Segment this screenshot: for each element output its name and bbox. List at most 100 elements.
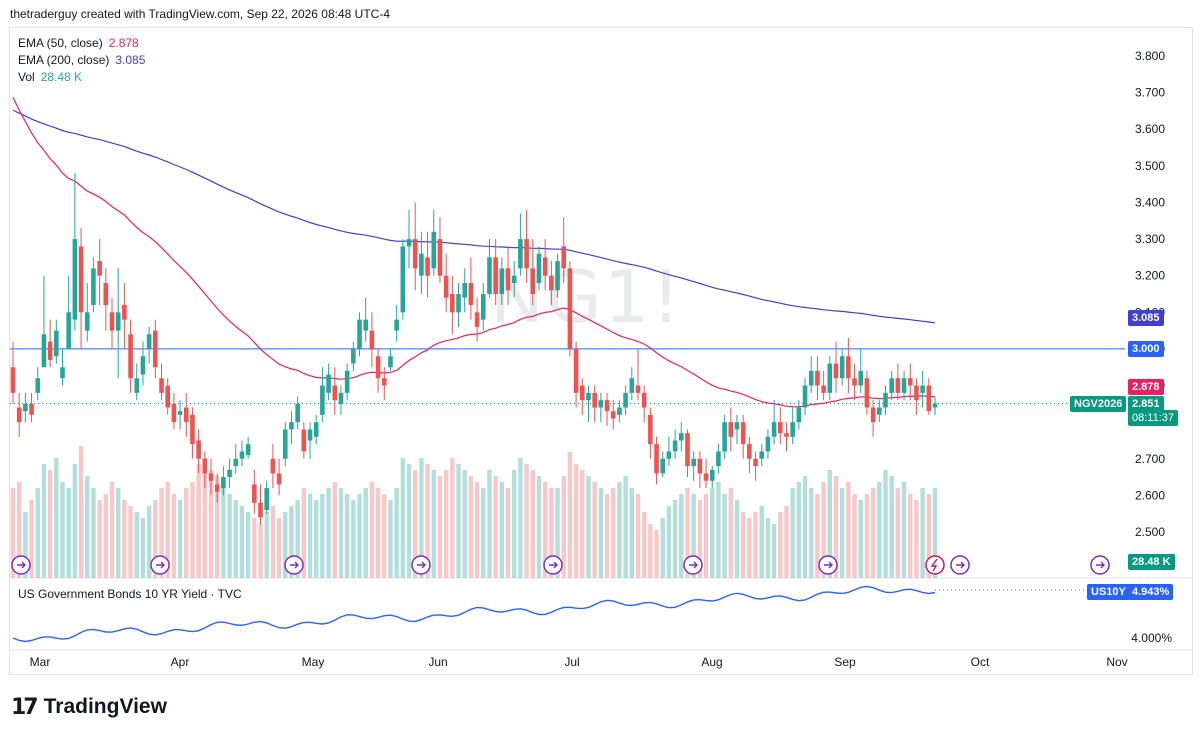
candle-body — [889, 378, 894, 393]
candle-body — [400, 246, 406, 313]
candle-body — [518, 239, 523, 269]
volume-bar — [425, 464, 430, 578]
candle-body — [660, 458, 666, 474]
candle-body — [258, 502, 263, 518]
candle-body — [932, 403, 938, 408]
candle-body — [907, 378, 913, 386]
candle-body — [852, 378, 857, 386]
volume-bar — [456, 464, 461, 578]
volume-bar — [252, 518, 257, 578]
legend-volume[interactable]: Vol 28.48 K — [18, 70, 83, 84]
candle-body — [134, 378, 140, 393]
tradingview-brand[interactable]: 17 TradingView — [11, 694, 167, 720]
candle-body — [419, 253, 424, 276]
candle-body — [29, 403, 34, 415]
volume-bar — [549, 488, 554, 578]
candle-body — [493, 257, 498, 294]
volume-bar — [753, 512, 758, 578]
candle-body — [171, 403, 177, 423]
candle-body — [487, 257, 492, 294]
volume-bar — [332, 482, 337, 578]
candle-body — [839, 356, 845, 379]
legend-ema200[interactable]: EMA (200, close) 3.085 — [18, 53, 146, 67]
volume-bar — [289, 506, 294, 578]
volume-bar — [654, 530, 659, 578]
candle-body — [122, 304, 127, 320]
volume-bar — [895, 488, 901, 578]
volume-bar — [227, 494, 232, 578]
volume-bar — [747, 518, 752, 578]
volume-bar — [326, 488, 331, 578]
sub-pane-legend[interactable]: US Government Bonds 10 YR Yield · TVC — [18, 587, 242, 601]
volume-bar — [802, 476, 808, 578]
candle-body — [394, 319, 399, 331]
volume-bar — [264, 512, 269, 578]
volume-bar — [314, 500, 319, 578]
volume-bar — [431, 470, 436, 578]
time-tick-label: Oct — [971, 655, 990, 669]
volume-bar — [666, 506, 672, 578]
candle-body — [233, 458, 239, 467]
volume-bar — [23, 512, 28, 578]
ema50-price-tag: 2.878 — [1128, 379, 1164, 395]
candle-body — [16, 407, 22, 423]
volume-bar — [394, 488, 399, 578]
candle-body — [722, 422, 727, 452]
candle-body — [456, 294, 461, 313]
volume-bar — [499, 482, 505, 578]
candle-body — [759, 451, 765, 459]
candle-body — [214, 484, 220, 492]
candle-body — [72, 239, 78, 320]
volume-bar — [641, 512, 647, 578]
volume-bar — [165, 482, 170, 578]
us10y-value-tag: 4.943% — [1128, 584, 1174, 600]
ema200-line — [12, 109, 936, 324]
candle-body — [196, 440, 201, 459]
volume-bar — [406, 464, 412, 578]
legend-ema50[interactable]: EMA (50, close) 2.878 — [18, 36, 139, 50]
volume-bar — [54, 458, 59, 578]
volume-bar — [171, 494, 177, 578]
candle-body — [276, 473, 282, 485]
candle-body — [35, 378, 41, 393]
volume-bar — [66, 488, 71, 578]
candle-body — [47, 341, 53, 360]
earnings-marker-icon — [925, 555, 945, 575]
candle-body — [549, 275, 554, 291]
volume-bar — [691, 494, 696, 578]
candle-body — [542, 257, 548, 276]
candle-body — [332, 385, 338, 401]
volume-bar — [276, 518, 282, 578]
volume-bar — [239, 506, 245, 578]
volume-bar — [233, 500, 238, 578]
candle-body — [895, 378, 901, 393]
candle-body — [709, 469, 715, 481]
symbol-tag: NGV2026 — [1070, 396, 1127, 412]
candle-body — [190, 414, 195, 445]
price-tick-label: 3.500 — [1135, 159, 1165, 173]
candle-body — [140, 356, 146, 375]
volume-bar — [759, 506, 764, 578]
candle-body — [208, 473, 214, 481]
volume-bar — [295, 500, 300, 578]
ema50-line — [12, 97, 936, 408]
candle-body — [375, 356, 381, 379]
volume-bar — [697, 500, 703, 578]
volume-bar — [10, 488, 16, 578]
time-tick-label: Nov — [1106, 655, 1127, 669]
volume-bar — [375, 488, 381, 578]
volume-bar — [29, 500, 34, 578]
volume-bar — [307, 494, 313, 578]
volume-bar — [740, 512, 746, 578]
volume-bar — [153, 500, 158, 578]
volume-bar — [809, 488, 814, 578]
candle-body — [536, 253, 542, 284]
candle-body — [833, 363, 839, 379]
candle-body — [462, 283, 468, 298]
event-arrow-icon — [689, 561, 698, 569]
volume-bar — [728, 488, 733, 578]
volume-bar — [122, 500, 127, 578]
volume-bar — [839, 488, 845, 578]
candle-body — [282, 429, 288, 459]
